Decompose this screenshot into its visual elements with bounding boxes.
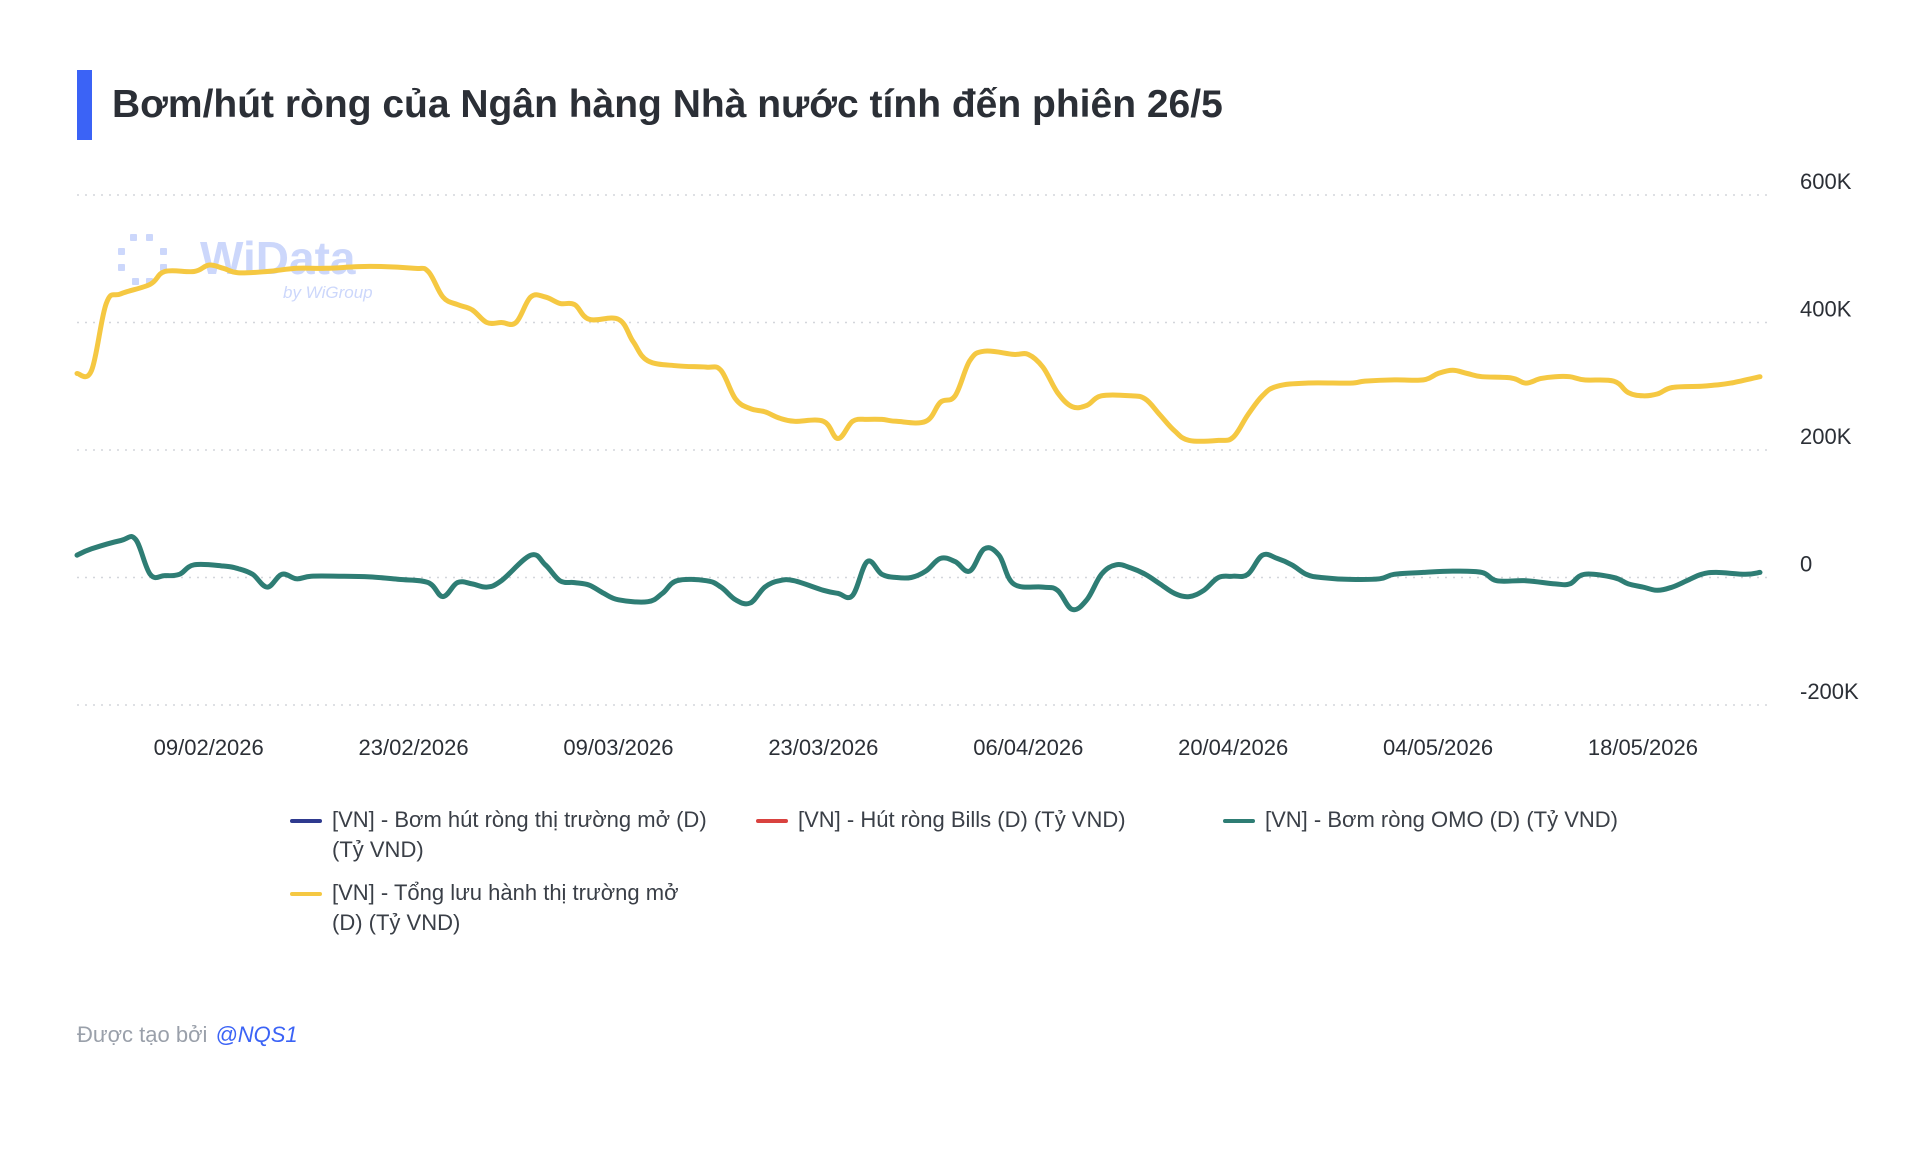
title-accent-bar bbox=[77, 70, 92, 140]
y-axis-ticks: 600K 400K 200K 0 -200K bbox=[1800, 169, 1859, 704]
legend-item-omo-inject[interactable]: [VN] - Bơm ròng OMO (D) (Tỷ VND) bbox=[1223, 805, 1663, 835]
footer-credit: Được tạo bởi @NQS1 bbox=[77, 1022, 298, 1048]
x-tick-label: 18/05/2026 bbox=[1588, 735, 1698, 760]
y-tick-label: -200K bbox=[1800, 679, 1859, 704]
x-tick-label: 20/04/2026 bbox=[1178, 735, 1288, 760]
legend-item-omo-net[interactable]: [VN] - Bơm hút ròng thị trường mở (D) (T… bbox=[290, 805, 710, 865]
legend-item-bills[interactable]: [VN] - Hút ròng Bills (D) (Tỷ VND) bbox=[756, 805, 1176, 835]
x-tick-label: 23/02/2026 bbox=[359, 735, 469, 760]
legend-label: [VN] - Tổng lưu hành thị trường mở (D) (… bbox=[332, 880, 679, 935]
series-line-2[interactable] bbox=[74, 534, 1763, 613]
legend-swatch bbox=[756, 819, 788, 823]
y-tick-label: 0 bbox=[1800, 552, 1812, 577]
line-chart: WiData by WiGroup 600K 400K 200K 0 -200K 09/… bbox=[74, 169, 1859, 760]
x-tick-label: 23/03/2026 bbox=[768, 735, 878, 760]
x-tick-label: 06/04/2026 bbox=[973, 735, 1083, 760]
watermark-brand: WiData bbox=[200, 232, 356, 284]
x-tick-label: 09/02/2026 bbox=[154, 735, 264, 760]
chart-header: Bơm/hút ròng của Ngân hàng Nhà nước tính… bbox=[77, 70, 1223, 140]
widata-watermark: WiData by WiGroup bbox=[118, 232, 373, 302]
y-tick-label: 200K bbox=[1800, 424, 1852, 449]
x-axis-ticks: 09/02/2026 23/02/2026 09/03/2026 23/03/2026… bbox=[154, 735, 1698, 760]
legend-swatch bbox=[290, 819, 322, 823]
x-tick-label: 09/03/2026 bbox=[563, 735, 673, 760]
legend-label: [VN] - Hút ròng Bills (D) (Tỷ VND) bbox=[798, 807, 1126, 832]
footer-handle-link[interactable]: @NQS1 bbox=[215, 1022, 298, 1047]
legend-label: [VN] - Bơm hút ròng thị trường mở (D) (T… bbox=[332, 807, 707, 862]
watermark-sub: by WiGroup bbox=[283, 283, 373, 302]
x-tick-label: 04/05/2026 bbox=[1383, 735, 1493, 760]
footer-prefix: Được tạo bởi bbox=[77, 1022, 208, 1047]
legend-label: [VN] - Bơm ròng OMO (D) (Tỷ VND) bbox=[1265, 807, 1618, 832]
chart-title: Bơm/hút ròng của Ngân hàng Nhà nước tính… bbox=[112, 83, 1223, 126]
series-line-3[interactable] bbox=[74, 262, 1763, 444]
legend-swatch bbox=[290, 892, 322, 896]
legend-item-outstanding[interactable]: [VN] - Tổng lưu hành thị trường mở (D) (… bbox=[290, 878, 710, 938]
y-tick-label: 600K bbox=[1800, 169, 1852, 194]
legend-swatch bbox=[1223, 819, 1255, 823]
y-tick-label: 400K bbox=[1800, 297, 1852, 322]
series-lines bbox=[74, 262, 1763, 613]
